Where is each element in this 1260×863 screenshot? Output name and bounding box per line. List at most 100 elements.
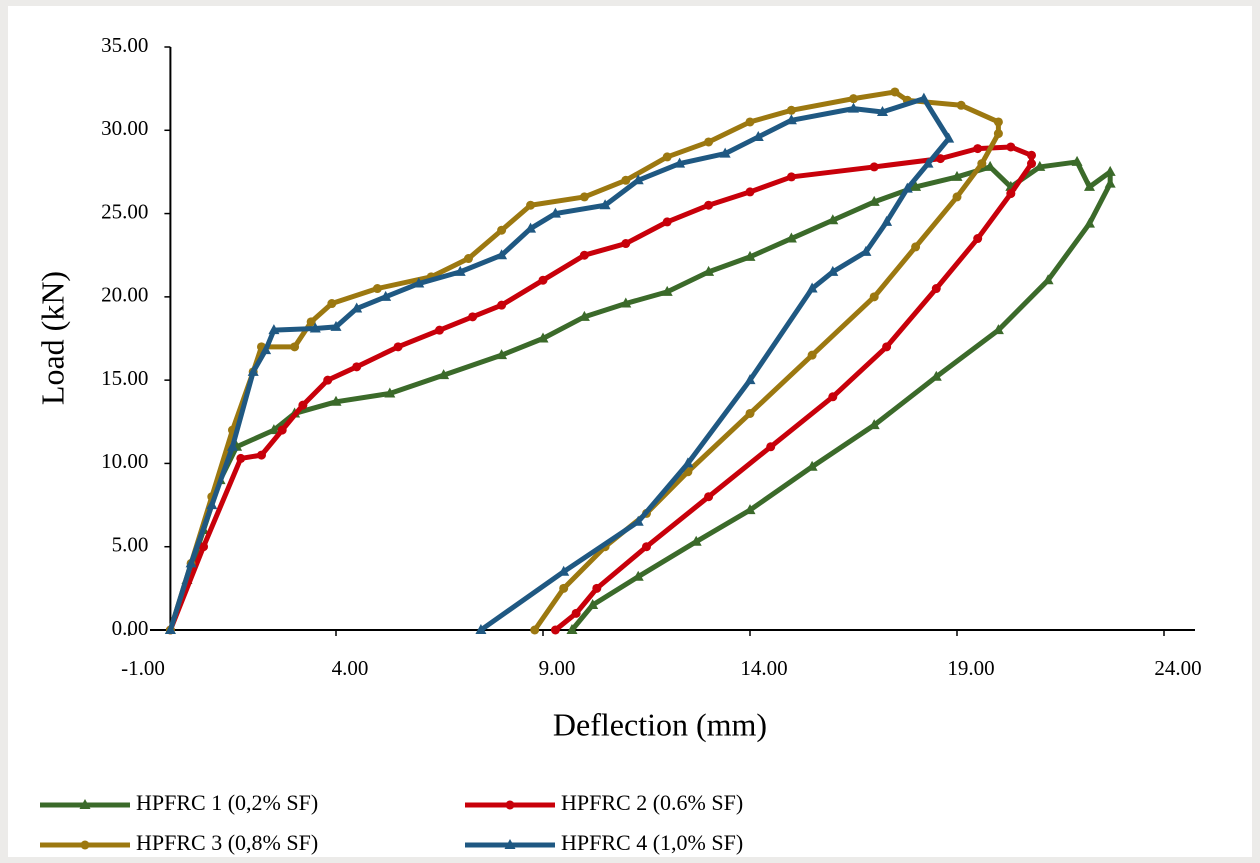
data-point [827, 214, 839, 225]
data-point [306, 317, 316, 327]
data-point [277, 425, 287, 435]
data-point [247, 365, 259, 376]
legend-marker [505, 800, 515, 810]
data-point [766, 442, 776, 452]
x-axis-title: Deflection (mm) [553, 706, 767, 742]
data-point [922, 157, 934, 168]
legend-label: HPFRC 3 (0,8% SF) [136, 830, 318, 855]
y-tick-label: 30.00 [101, 116, 148, 140]
data-point [549, 207, 561, 218]
x-tick-label: 9.00 [539, 656, 576, 680]
data-point [256, 450, 266, 460]
data-point [578, 310, 590, 321]
data-point [468, 312, 478, 322]
data-point [931, 284, 941, 294]
data-point [744, 374, 756, 385]
y-tick-label: 25.00 [101, 199, 148, 223]
data-point [1083, 217, 1095, 228]
data-point [911, 242, 921, 252]
data-point [525, 222, 537, 233]
data-point [744, 250, 756, 261]
data-point [993, 117, 1003, 127]
data-point [806, 460, 818, 471]
data-point [704, 137, 714, 147]
data-point [164, 624, 176, 634]
data-point [935, 154, 945, 164]
data-point [662, 217, 672, 227]
data-point [330, 395, 342, 406]
data-point [199, 542, 209, 552]
series-line [168, 96, 952, 633]
data-point [323, 375, 333, 385]
data-point [327, 299, 337, 309]
x-tick-label: 14.00 [740, 656, 787, 680]
data-point [703, 265, 715, 276]
data-point [526, 200, 536, 210]
data-point [309, 322, 321, 333]
data-point [901, 182, 913, 193]
data-point [1042, 274, 1054, 285]
data-point [993, 129, 1003, 139]
data-point [435, 325, 444, 335]
data-point [579, 192, 589, 202]
data-point [352, 362, 362, 372]
data-point [661, 285, 673, 296]
y-tick-label: 0.00 [112, 616, 149, 640]
data-point [438, 369, 450, 380]
data-point [260, 344, 272, 355]
data-point [744, 504, 756, 515]
y-tick-label: 35.00 [101, 33, 148, 57]
data-point [268, 324, 280, 335]
data-point [869, 162, 879, 172]
legend-marker [504, 839, 516, 849]
y-tick-label: 10.00 [101, 449, 148, 473]
data-point [537, 332, 549, 343]
data-point [497, 225, 507, 235]
data-point [1071, 155, 1083, 166]
data-point [206, 499, 218, 510]
data-point [330, 320, 342, 331]
legend-marker [79, 799, 91, 809]
data-point [592, 583, 602, 593]
data-point [918, 92, 930, 103]
data-point [849, 94, 858, 104]
data-point [632, 515, 644, 526]
y-tick-label: 20.00 [101, 283, 148, 307]
data-point [475, 624, 487, 634]
data-point [351, 302, 363, 313]
data-point [882, 342, 892, 352]
data-point [785, 232, 797, 243]
data-point [806, 282, 818, 293]
data-point [1006, 189, 1016, 199]
data-point [463, 254, 473, 264]
data-point [496, 349, 508, 360]
data-point [384, 387, 396, 398]
data-point [973, 234, 983, 244]
y-axis-title: Load (kN) [34, 271, 70, 405]
data-point [745, 187, 755, 197]
data-point [682, 457, 694, 468]
data-point [785, 114, 797, 125]
data-point [632, 174, 644, 185]
data-point [298, 400, 308, 410]
data-point [674, 157, 686, 168]
data-point [538, 275, 548, 285]
data-point [786, 105, 796, 115]
data-point [704, 492, 714, 502]
legend-label: HPFRC 2 (0.6% SF) [561, 790, 743, 815]
data-point [621, 175, 631, 185]
data-point [956, 100, 966, 110]
data-point [745, 117, 755, 127]
data-point [1104, 177, 1116, 188]
series-line [168, 159, 1113, 632]
data-point [848, 102, 859, 113]
data-point [620, 297, 632, 308]
data-point [719, 147, 731, 158]
data-point [869, 292, 879, 302]
data-point [827, 265, 839, 276]
data-point [380, 290, 392, 301]
data-point [268, 424, 280, 435]
data-point [984, 160, 996, 171]
chart-frame [8, 6, 1252, 857]
